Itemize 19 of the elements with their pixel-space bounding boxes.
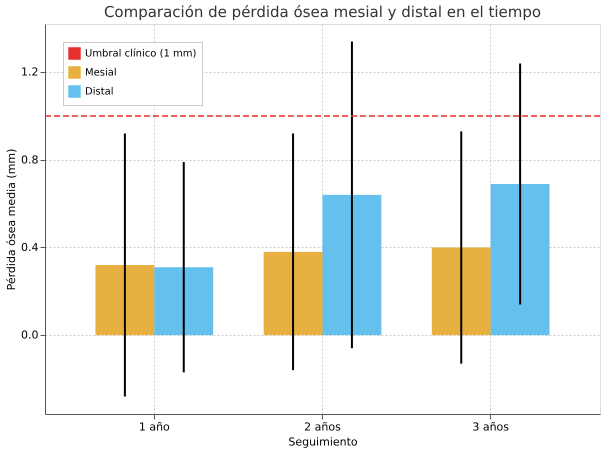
legend-label: Distal (85, 86, 114, 98)
y-tick-label: 0.0 (21, 328, 38, 342)
bar (154, 267, 214, 336)
bar (490, 184, 550, 336)
legend-label: Umbral clínico (1 mm) (85, 48, 196, 60)
y-tick-label: 0.4 (21, 240, 38, 254)
y-axis-title: Pérdida ósea media (mm) (5, 148, 18, 290)
bar (432, 247, 491, 336)
bar (95, 265, 154, 336)
y-tick-label: 1.2 (21, 66, 38, 79)
bar (264, 252, 322, 336)
x-tick-label: 2 años (304, 420, 342, 434)
x-tick-label: 3 años (472, 420, 510, 434)
x-tick-label: 1 año (138, 420, 170, 434)
legend-label: Mesial (85, 68, 117, 78)
y-tick-label: 0.8 (21, 153, 38, 166)
x-axis-title: Seguimiento (288, 436, 358, 448)
chart-title: Comparación de pérdida ósea mesial y distal en el tiempo (104, 3, 542, 21)
bar (322, 194, 382, 336)
